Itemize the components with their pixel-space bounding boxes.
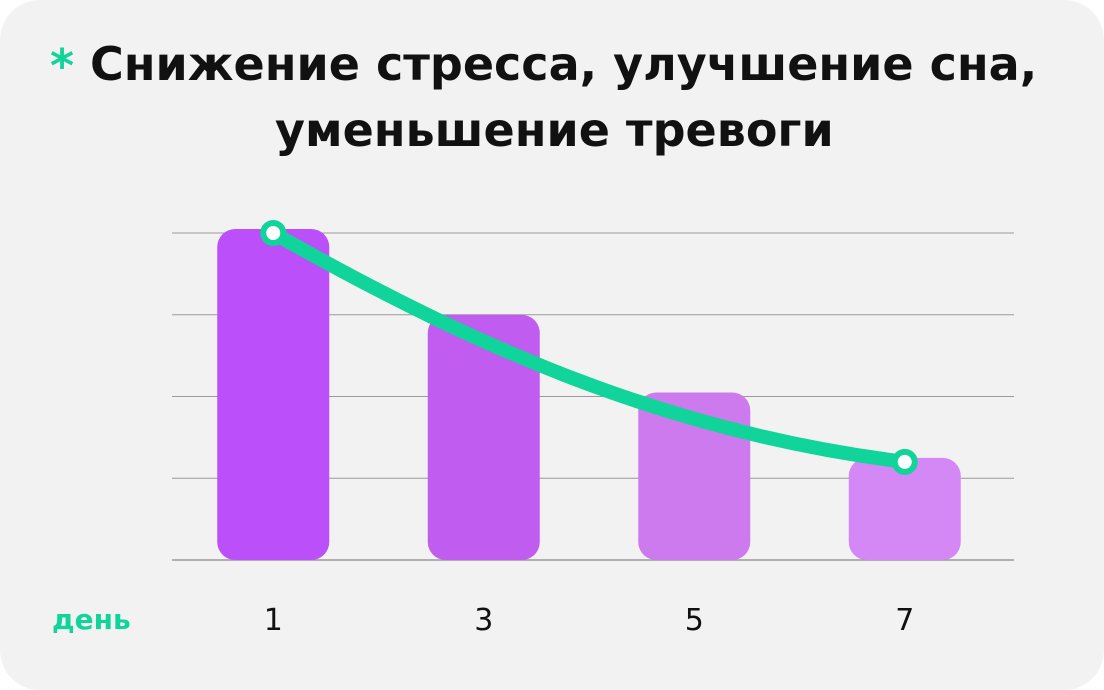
- trend-point: [260, 220, 287, 246]
- bars-group: [217, 229, 961, 560]
- asterisk-icon: *: [50, 39, 75, 93]
- x-tick-labels: 1 3 5 7: [264, 603, 915, 638]
- x-tick-label: 3: [474, 603, 493, 638]
- bar: [217, 229, 330, 560]
- chart-title-line-2: уменьшение тревоги: [275, 103, 834, 157]
- trend-point: [891, 448, 918, 475]
- bar: [427, 314, 540, 560]
- x-tick-label: 7: [895, 603, 914, 638]
- bar: [638, 392, 751, 560]
- trend-line: [266, 226, 912, 469]
- x-tick-label: 5: [685, 603, 704, 638]
- trend-line-group: [260, 220, 918, 475]
- x-tick-label: 1: [264, 603, 283, 638]
- chart-title-line-1: Снижение стресса, улучшение сна,: [90, 37, 1038, 91]
- x-axis-label: день: [52, 603, 131, 636]
- bar: [848, 457, 961, 560]
